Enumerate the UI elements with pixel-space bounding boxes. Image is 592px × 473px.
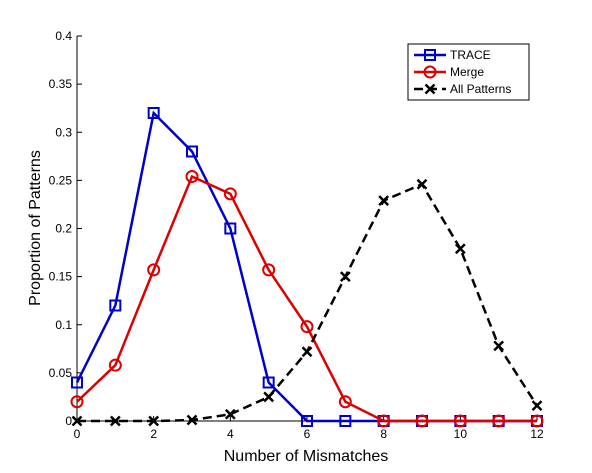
data-point-all-patterns [341, 272, 350, 281]
x-tick-label: 12 [530, 427, 544, 441]
series-all-patterns [73, 180, 542, 426]
legend-label-merge: Merge [450, 65, 484, 79]
y-tick-label: 0.2 [55, 222, 72, 236]
y-tick-label: 0.3 [55, 125, 72, 139]
x-axis-label: Number of Mismatches [224, 448, 389, 465]
y-tick-label: 0.1 [55, 318, 72, 332]
legend-label-all-patterns: All Patterns [450, 82, 511, 96]
y-tick-label: 0.05 [49, 366, 73, 380]
data-point-all-patterns [264, 392, 273, 401]
x-tick-label: 6 [304, 427, 311, 441]
y-axis-label: Proportion of Patterns [27, 150, 44, 306]
y-tick-label: 0 [65, 414, 72, 428]
legend: TRACE Merge All Patterns [408, 44, 529, 100]
x-tick-label: 4 [227, 427, 234, 441]
legend-entry-trace: TRACE [414, 48, 491, 62]
series-line-merge [77, 177, 537, 421]
y-tick-label: 0.25 [49, 173, 73, 187]
series-trace [72, 108, 542, 426]
series-line-all-patterns [77, 184, 537, 421]
data-point-all-patterns [494, 341, 503, 350]
data-point-all-patterns [456, 244, 465, 253]
x-tick-label: 10 [454, 427, 468, 441]
y-tick-label: 0.4 [55, 29, 72, 43]
x-tick-label: 8 [380, 427, 387, 441]
x-tick-label: 0 [74, 427, 81, 441]
series-merge [72, 171, 543, 426]
data-point-all-patterns [303, 347, 312, 356]
series-layer [72, 108, 543, 427]
x-tick-label: 2 [150, 427, 157, 441]
y-tick-label: 0.35 [49, 77, 73, 91]
data-point-all-patterns [533, 401, 542, 410]
y-tick-label: 0.15 [49, 270, 73, 284]
legend-label-trace: TRACE [450, 48, 491, 62]
